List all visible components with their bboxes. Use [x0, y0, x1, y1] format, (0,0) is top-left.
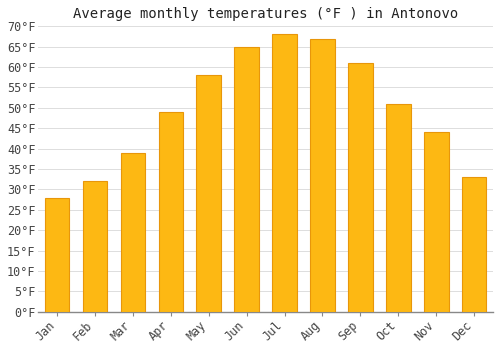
Bar [310, 38, 335, 312]
Bar [424, 132, 448, 312]
Bar [234, 47, 259, 312]
Title: Average monthly temperatures (°F ) in Antonovo: Average monthly temperatures (°F ) in An… [73, 7, 458, 21]
Bar [120, 153, 146, 312]
Bar [158, 112, 183, 312]
Bar [45, 198, 70, 312]
Bar [348, 63, 372, 312]
Bar [196, 75, 221, 312]
Bar [83, 181, 108, 312]
Bar [272, 34, 297, 312]
Bar [462, 177, 486, 312]
Bar [386, 104, 410, 312]
